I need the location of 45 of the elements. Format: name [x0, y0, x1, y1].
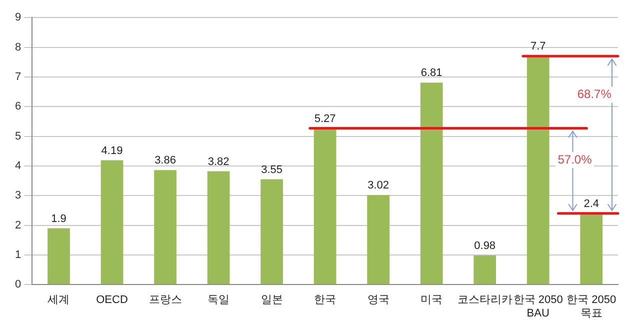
- x-tick-label: 독일: [208, 294, 230, 306]
- y-tick-label: 4: [14, 160, 22, 172]
- data-label: 7.7: [530, 40, 546, 53]
- bar: [420, 82, 443, 284]
- data-label: 3.82: [208, 156, 230, 168]
- data-label: 2.4: [584, 198, 600, 210]
- x-tick-label: 한국: [314, 294, 336, 306]
- bar: [154, 170, 176, 284]
- x-tick-label: OECD: [96, 294, 128, 306]
- data-label: 5.27: [314, 112, 336, 125]
- x-tick-label: 한국 2050 목표: [566, 294, 616, 320]
- data-label: 3.86: [154, 154, 176, 167]
- bar: [48, 228, 70, 284]
- y-tick-label: 9: [14, 12, 22, 24]
- bar: [367, 195, 390, 284]
- data-label: 6.81: [420, 67, 442, 80]
- y-tick-label: 1: [14, 248, 22, 261]
- y-tick-label: 7: [14, 70, 22, 83]
- x-tick-label: 한국 2050 BAU: [513, 294, 563, 320]
- bar: [207, 171, 230, 284]
- bar: [100, 160, 124, 284]
- x-tick-label: 영국: [367, 294, 390, 306]
- y-tick-label: 2: [14, 219, 22, 232]
- y-tick-label: 3: [14, 190, 22, 202]
- y-tick-label: 6: [14, 100, 22, 113]
- data-label: 3.55: [261, 164, 283, 176]
- data-label: 1.9: [51, 212, 66, 225]
- bar: [474, 256, 496, 284]
- bar: [260, 179, 283, 284]
- x-tick-label: 세계: [48, 294, 70, 306]
- bar: [314, 128, 336, 284]
- data-label: 3.02: [368, 180, 390, 192]
- annotation: 68.7%: [577, 87, 612, 102]
- bar: [580, 213, 603, 284]
- x-tick-label: 코스타리카: [457, 294, 512, 306]
- y-tick-label: 5: [14, 130, 22, 142]
- y-tick-label: 0: [14, 278, 22, 291]
- bar: [526, 56, 550, 284]
- x-tick-label: 일본: [260, 294, 283, 306]
- data-label: 0.98: [474, 240, 496, 252]
- annotation: 57.0%: [558, 152, 592, 166]
- y-tick-label: 8: [14, 41, 22, 54]
- x-tick-label: 미국: [420, 294, 443, 306]
- data-label: 4.19: [101, 144, 123, 157]
- x-tick-label: 프랑스: [148, 294, 182, 306]
